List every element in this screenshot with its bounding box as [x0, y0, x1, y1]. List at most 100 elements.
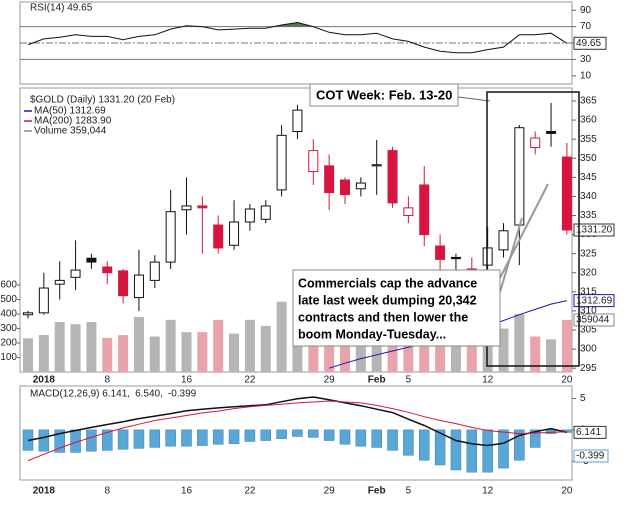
- y-tick-label: 360: [580, 115, 597, 126]
- annotation-layer: COT Week: Feb. 13-20 Commercials cap the…: [292, 83, 580, 367]
- volume-tick-label: 600: [0, 280, 17, 291]
- y-tick-label: 365: [580, 96, 597, 107]
- volume-tick-label: 100: [0, 352, 17, 363]
- candle-body: [165, 211, 176, 263]
- y-tick-label: 10: [580, 70, 592, 81]
- callout-box: [292, 269, 501, 347]
- volume-bar: [54, 322, 65, 372]
- candle-body: [561, 156, 572, 231]
- candle-body: [324, 165, 335, 194]
- x-tick-label: 20: [561, 375, 573, 386]
- volume-bar: [530, 336, 541, 372]
- histogram-bar: [86, 429, 97, 452]
- callout-line: Commercials cap the advance: [298, 276, 477, 290]
- legend-label: -0.399: [168, 389, 197, 400]
- histogram-bar: [466, 429, 478, 473]
- candle-body: [38, 287, 49, 314]
- histogram-bar: [212, 429, 224, 445]
- x-tick-label: 20: [561, 486, 573, 497]
- histogram-bar: [529, 429, 541, 448]
- histogram-bar: [403, 429, 414, 456]
- volume-bar: [324, 327, 335, 372]
- volume-bar: [371, 334, 382, 372]
- y-tick-label: 295: [580, 363, 597, 374]
- histogram-bar: [181, 429, 192, 447]
- x-tick-label: 16: [181, 375, 193, 386]
- volume-bar: [23, 338, 33, 372]
- volume-bar: [387, 328, 398, 372]
- callout-line: contracts and then lower the: [298, 310, 468, 324]
- volume-bar: [38, 335, 49, 372]
- histogram-bar: [38, 429, 50, 452]
- macd-panel: [19, 385, 573, 481]
- histogram-bar: [54, 429, 65, 453]
- candle-body: [403, 207, 414, 216]
- volume-bar: [308, 340, 319, 372]
- macd-line: [27, 396, 568, 447]
- volume-bar: [149, 336, 160, 372]
- candle-body: [54, 279, 65, 285]
- candle-body: [419, 184, 430, 236]
- x-tick-label: 12: [482, 375, 494, 386]
- y-tick-label: 325: [580, 248, 597, 259]
- candle-body: [86, 257, 97, 263]
- candle-body: [213, 224, 224, 249]
- x-tick-label: Feb: [368, 375, 386, 386]
- candle-body: [229, 221, 240, 246]
- volume-bar: [229, 333, 240, 372]
- volume-bar: [165, 319, 176, 372]
- x-tick-label: 16: [181, 486, 193, 497]
- histogram-bar: [371, 429, 382, 448]
- volume-tick-label: 300: [0, 323, 17, 334]
- histogram-bar: [434, 429, 446, 466]
- volume-bar: [133, 316, 144, 372]
- candle-body: [498, 230, 509, 251]
- callout-line: boom Monday-Tuesday...: [298, 327, 446, 341]
- volume-bar: [70, 324, 81, 372]
- legend-label: MACD(12,26,9) 6.141,: [30, 389, 130, 400]
- histogram-bar: [514, 429, 525, 461]
- volume-bar: [450, 337, 461, 372]
- y-tick-label: 30: [580, 54, 592, 65]
- histogram-bar: [419, 429, 430, 461]
- x-tick-label: 22: [244, 486, 256, 497]
- histogram-bar: [149, 429, 161, 448]
- x-tick-label: 2018: [33, 486, 56, 497]
- volume-bar: [213, 319, 224, 372]
- candle-body: [514, 127, 525, 226]
- ma-last-label: 1312.69: [576, 295, 613, 306]
- histogram-bar: [260, 429, 271, 441]
- histogram-bar: [228, 429, 240, 444]
- volume-tick-label: 400: [0, 309, 17, 320]
- histogram-bar: [292, 429, 303, 437]
- volume-last-label-box: [573, 313, 615, 327]
- legend-label: MA(50) 1312.69: [34, 106, 106, 117]
- volume-bar: [419, 324, 430, 372]
- histogram-bar: [308, 429, 319, 438]
- candle-body: [292, 109, 303, 133]
- x-tick-label: 5: [406, 375, 412, 386]
- candle-body: [371, 164, 382, 167]
- callout-arrow: [499, 183, 549, 279]
- price-last-label-box: [573, 223, 615, 237]
- volume-bar: [181, 332, 192, 372]
- candle-body: [276, 134, 287, 191]
- volume-bar: [403, 335, 414, 372]
- histogram-bar: [450, 429, 462, 471]
- y-tick-label: 335: [580, 210, 597, 221]
- volume-bar: [546, 339, 557, 372]
- candle-body: [133, 274, 144, 299]
- candle-body: [435, 245, 446, 260]
- legend-title: RSI(14) 49.65: [30, 3, 93, 14]
- histogram-bar: [165, 429, 176, 447]
- volume-bar: [86, 322, 97, 372]
- x-tick-label: 22: [244, 375, 256, 386]
- volume-bar: [260, 325, 271, 372]
- y-tick-label: 345: [580, 172, 597, 183]
- histogram-last-label-box: [573, 449, 609, 463]
- candle-body: [308, 150, 319, 173]
- candle-body: [181, 205, 192, 211]
- volume-bar: [276, 301, 287, 372]
- candle-body: [244, 208, 255, 223]
